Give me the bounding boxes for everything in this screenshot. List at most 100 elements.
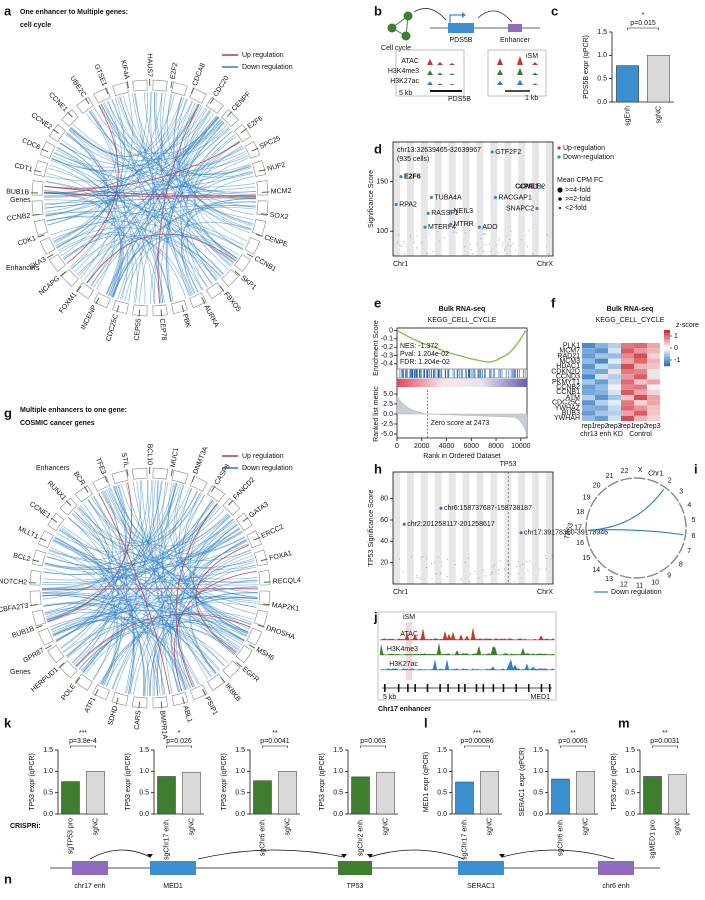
chromosome-band <box>406 142 414 256</box>
y-tick-label: 20 <box>380 560 388 567</box>
heatmap-cell <box>621 348 634 354</box>
background-point <box>498 252 500 254</box>
legend-label: Up-regulation <box>563 145 605 152</box>
background-point <box>501 244 504 246</box>
legend-label: Down regulation <box>611 589 662 596</box>
circos-link <box>47 528 241 623</box>
element-box <box>458 861 504 875</box>
gene-box <box>448 23 474 33</box>
circos-link <box>176 98 253 225</box>
background-point <box>505 247 507 249</box>
chromosome-arc <box>620 477 632 482</box>
gene-label: POLE <box>60 683 77 702</box>
y-tick-label: 0.0 <box>43 811 53 818</box>
circos-link <box>152 480 189 690</box>
colorbar-step <box>664 357 670 359</box>
background-point <box>393 230 395 232</box>
circos-link <box>111 98 162 304</box>
background-point <box>515 566 518 568</box>
colorbar-step <box>664 354 670 356</box>
circos-link <box>119 96 229 270</box>
background-point <box>527 570 529 572</box>
circos-link <box>102 102 256 195</box>
gene-tick <box>160 309 163 317</box>
regulation-arrow <box>477 10 513 23</box>
heatmap-cell <box>647 343 660 349</box>
gene-label: GPR87 <box>22 647 45 665</box>
background-point <box>446 558 448 560</box>
background-point <box>402 570 404 572</box>
gene-tick <box>228 499 234 506</box>
circos-link <box>55 601 257 641</box>
background-point <box>409 234 412 237</box>
group-label: chr13 enh KD <box>580 431 623 438</box>
size-legend-label: >=4-fold <box>565 187 591 194</box>
gene-label: DROSHA <box>265 625 296 641</box>
circos-link <box>46 556 258 583</box>
gene-label: RUNX1 <box>46 480 68 502</box>
gene-label: CDCA8 <box>192 62 207 87</box>
gene-tick <box>191 475 196 483</box>
cell-cycle-label: Cell cycle <box>381 45 411 52</box>
background-point <box>512 243 514 245</box>
background-point <box>551 554 553 556</box>
gene-label: ERCC2 <box>260 524 285 540</box>
y-tick-label: 1.0 <box>533 768 543 775</box>
circos-link <box>85 113 229 160</box>
panel-label: b <box>374 3 382 18</box>
circos-link <box>53 618 217 674</box>
circos-segment <box>207 673 226 691</box>
chromosome-band <box>476 142 484 256</box>
circos-link <box>154 592 258 696</box>
gene-tick <box>32 213 40 216</box>
y-tick-label: 1.0 <box>597 52 607 59</box>
heatmap-cell <box>647 358 660 364</box>
x-tick-label: sgChr6 enh. <box>557 818 564 856</box>
background-point <box>509 238 511 240</box>
circos-link <box>140 480 187 691</box>
background-point <box>400 245 403 248</box>
circos-segment <box>34 219 48 236</box>
circos-segment <box>152 467 169 480</box>
circos-segment <box>222 660 241 679</box>
circos-link <box>45 210 243 250</box>
y-axis-label: Significance Score <box>368 170 375 228</box>
row-label: CCND3 <box>556 374 580 381</box>
background-point <box>528 230 530 232</box>
background-point <box>413 241 415 244</box>
background-point <box>469 244 471 246</box>
background-point <box>510 230 512 232</box>
heatmap-cell <box>595 374 608 380</box>
circos-link <box>50 159 146 304</box>
y-tick-label: 80 <box>380 496 388 503</box>
circos-link <box>90 110 211 287</box>
y-tick-label: 0.5 <box>139 790 149 797</box>
gene-tick <box>126 81 129 89</box>
circos-link <box>73 124 248 172</box>
circos-segment <box>31 200 44 216</box>
x-tick-label: 4000 <box>439 443 455 450</box>
circos-link <box>160 92 232 267</box>
chromosome-label: Chr1 <box>648 470 663 477</box>
column-label: rep2 <box>594 423 608 430</box>
circos-link <box>154 131 233 304</box>
chromosome-band <box>434 142 442 256</box>
y-tick-label: 0.0 <box>383 411 393 418</box>
chromosome-label: 18 <box>576 509 584 516</box>
heatmap-cell <box>595 415 608 421</box>
circos-link <box>192 519 240 650</box>
circos-link <box>56 97 125 249</box>
background-point <box>509 573 511 575</box>
caption: Chr17 enhancer <box>378 706 431 713</box>
bar <box>182 771 201 815</box>
gene-label: CASP8 <box>214 463 232 486</box>
circos-link <box>118 484 137 694</box>
gene-track-label: PDS5B <box>448 96 471 103</box>
heatmap-cell <box>634 363 647 369</box>
gene-tick <box>116 305 120 313</box>
gene-tick <box>251 147 259 152</box>
gene-tick <box>246 253 254 258</box>
background-point <box>440 561 442 564</box>
background-point <box>507 244 509 246</box>
panel-label: j <box>373 609 378 624</box>
